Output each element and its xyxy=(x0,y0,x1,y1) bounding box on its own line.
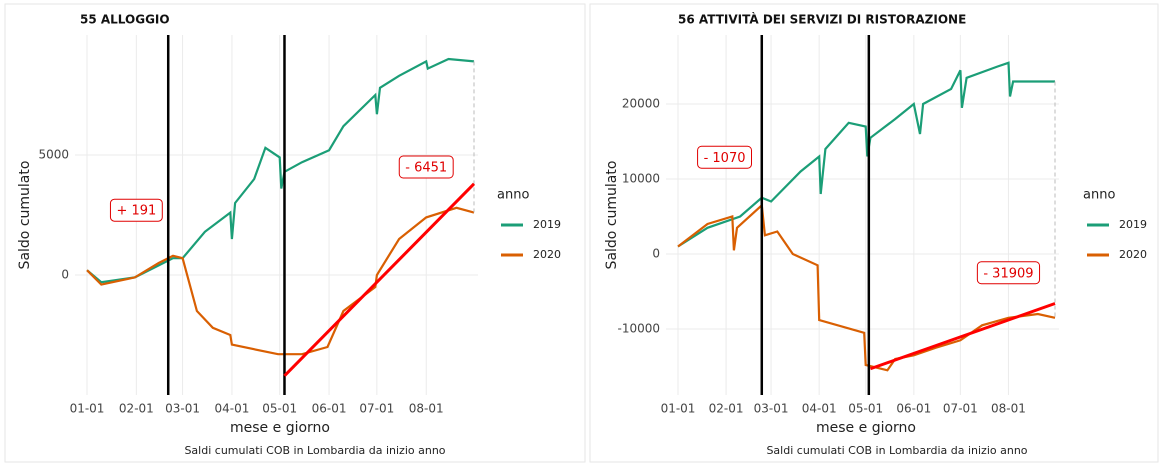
data-line xyxy=(677,61,1055,248)
x-tick-label: 08-01 xyxy=(409,402,444,416)
x-tick-label: 05-01 xyxy=(848,402,883,416)
caption: Saldi cumulati COB in Lombardia da inizi… xyxy=(766,444,1027,457)
legend-label: 2020 xyxy=(1119,248,1147,261)
x-axis-label: mese e giorno xyxy=(230,420,330,436)
x-tick-label: 02-01 xyxy=(709,402,744,416)
trend-line xyxy=(283,182,476,377)
legend-label: 2019 xyxy=(533,218,561,231)
y-tick-label: -10000 xyxy=(617,322,660,336)
caption: Saldi cumulati COB in Lombardia da inizi… xyxy=(184,444,445,457)
y-tick-label: 10000 xyxy=(622,172,660,186)
annotation: + 191 xyxy=(116,204,156,219)
x-tick-label: 07-01 xyxy=(943,402,978,416)
x-tick-label: 01-01 xyxy=(661,402,696,416)
legend-title: anno xyxy=(1083,188,1115,203)
chart-title: 56 ATTIVITÀ DEI SERVIZI DI RISTORAZIONE xyxy=(678,12,966,27)
y-tick-label: 0 xyxy=(61,268,69,282)
x-tick-label: 04-01 xyxy=(214,402,249,416)
y-tick-label: 0 xyxy=(652,247,660,261)
x-tick-label: 01-01 xyxy=(70,402,105,416)
x-tick-label: 04-01 xyxy=(802,402,837,416)
y-axis-label: Saldo cumulato xyxy=(17,161,33,270)
chart-title: 55 ALLOGGIO xyxy=(80,13,170,27)
x-tick-label: 03-01 xyxy=(754,402,789,416)
y-tick-label: 20000 xyxy=(622,97,660,111)
y-tick-label: 5000 xyxy=(38,148,69,162)
x-tick-label: 06-01 xyxy=(896,402,931,416)
annotation-box xyxy=(398,155,454,179)
x-tick-label: 02-01 xyxy=(119,402,154,416)
annotation-box xyxy=(697,145,753,169)
x-axis-label: mese e giorno xyxy=(816,420,916,436)
x-tick-label: 08-01 xyxy=(991,402,1026,416)
x-tick-label: 07-01 xyxy=(359,402,394,416)
annotation: - 6451 xyxy=(405,161,447,176)
x-tick-label: 06-01 xyxy=(312,402,347,416)
x-tick-label: 05-01 xyxy=(262,402,297,416)
annotation: - 31909 xyxy=(983,266,1033,281)
legend-label: 2019 xyxy=(1119,218,1147,231)
plot-area xyxy=(666,35,1059,395)
legend-title: anno xyxy=(497,188,529,203)
trend-line xyxy=(869,302,1056,371)
annotation-box xyxy=(976,261,1041,285)
annotation: - 1070 xyxy=(704,151,746,166)
data-line xyxy=(86,206,475,356)
annotation-box xyxy=(109,198,163,222)
legend-label: 2020 xyxy=(533,248,561,261)
x-tick-label: 03-01 xyxy=(165,402,200,416)
data-line xyxy=(86,57,475,284)
y-axis-label: Saldo cumulato xyxy=(604,161,620,270)
